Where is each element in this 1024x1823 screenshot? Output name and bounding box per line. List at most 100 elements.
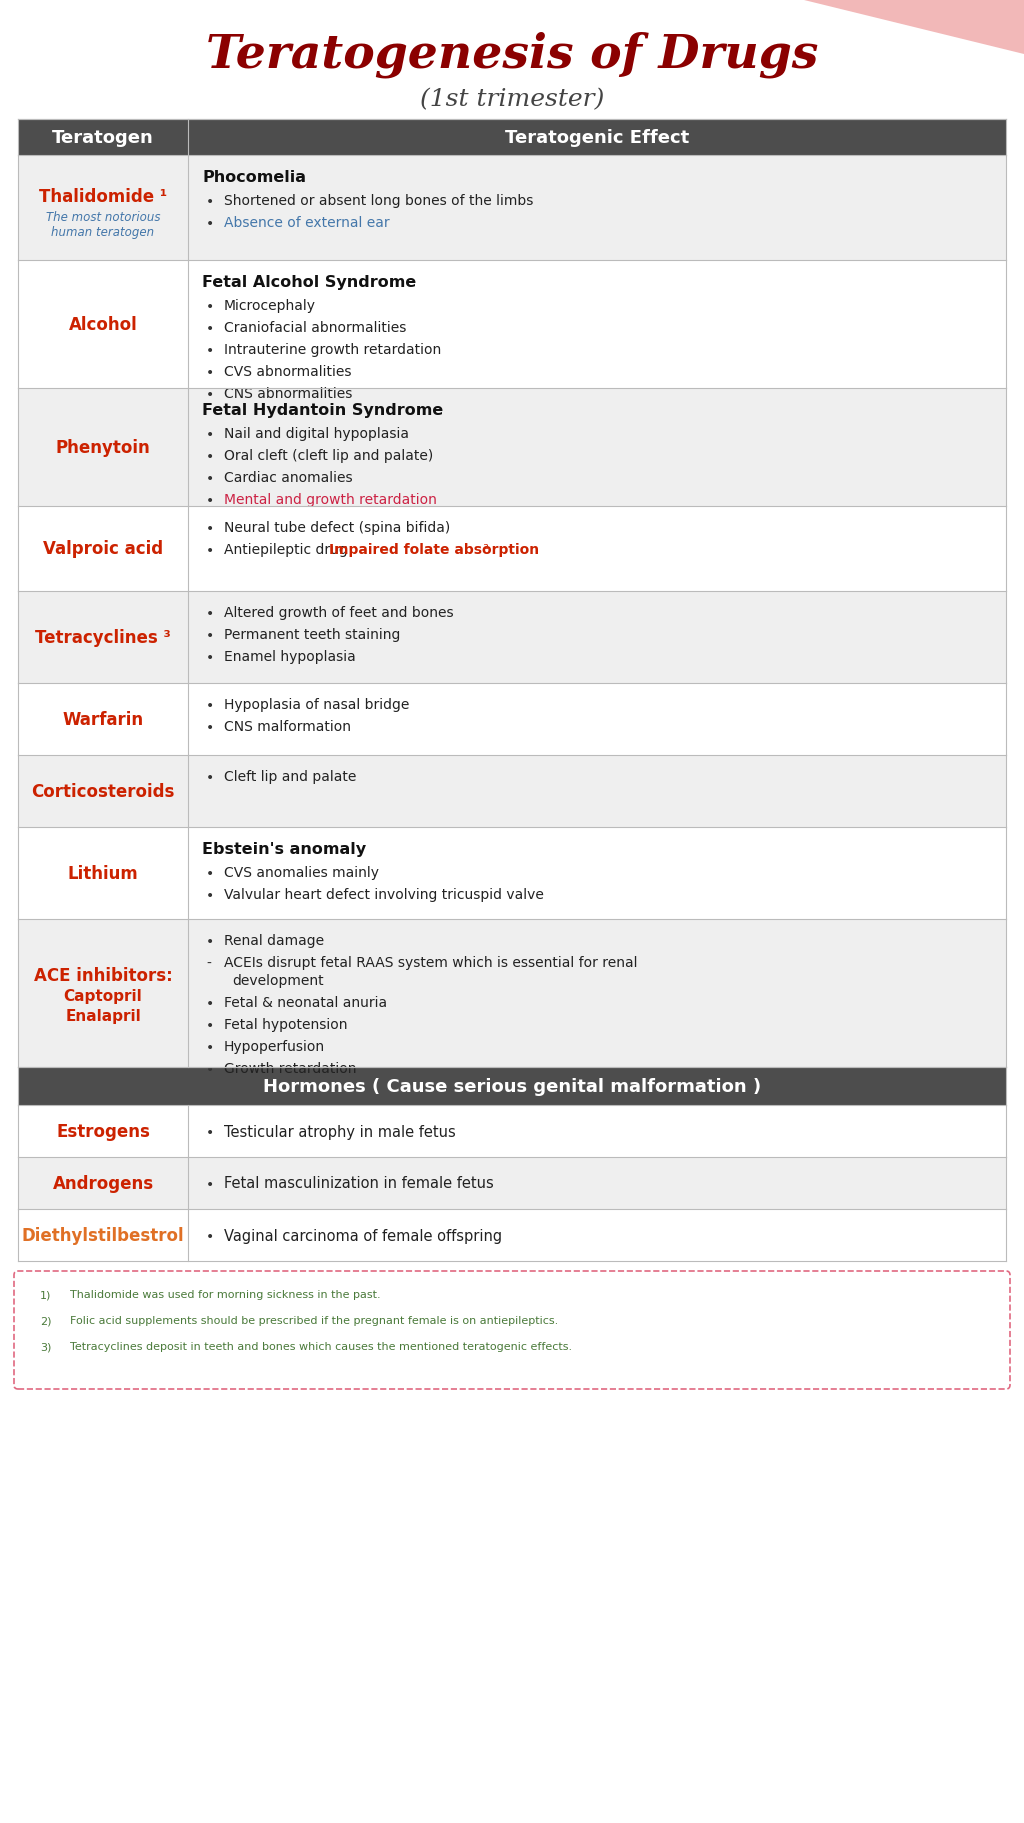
Text: Androgens: Androgens — [52, 1174, 154, 1192]
Text: •: • — [206, 1125, 214, 1139]
Text: Ebstein's anomaly: Ebstein's anomaly — [202, 842, 367, 857]
Text: Impaired folate absorption: Impaired folate absorption — [329, 543, 539, 556]
Text: •: • — [206, 428, 214, 441]
Text: •: • — [206, 195, 214, 210]
Text: (1st trimester): (1st trimester) — [420, 89, 604, 111]
Text: The most notorious
human teratogen: The most notorious human teratogen — [46, 210, 160, 239]
FancyBboxPatch shape — [18, 828, 1006, 919]
FancyBboxPatch shape — [18, 684, 1006, 755]
Text: •: • — [206, 1041, 214, 1054]
FancyBboxPatch shape — [18, 120, 1006, 157]
Text: Fetal & neonatal anuria: Fetal & neonatal anuria — [224, 995, 387, 1010]
Text: •: • — [206, 494, 214, 509]
Text: •: • — [206, 997, 214, 1010]
Text: Teratogenic Effect: Teratogenic Effect — [505, 129, 689, 148]
FancyBboxPatch shape — [18, 507, 1006, 592]
Text: •: • — [206, 1178, 214, 1192]
FancyBboxPatch shape — [18, 1105, 1006, 1158]
Text: Valvular heart defect involving tricuspid valve: Valvular heart defect involving tricuspi… — [224, 888, 544, 902]
Text: Craniofacial abnormalities: Craniofacial abnormalities — [224, 321, 407, 335]
FancyBboxPatch shape — [18, 157, 1006, 261]
Text: •: • — [206, 651, 214, 665]
Text: Hormones ( Cause serious genital malformation ): Hormones ( Cause serious genital malform… — [263, 1077, 761, 1096]
Text: Mental and growth retardation: Mental and growth retardation — [224, 492, 437, 507]
Text: Intrauterine growth retardation: Intrauterine growth retardation — [224, 343, 441, 357]
Text: Shortened or absent long bones of the limbs: Shortened or absent long bones of the li… — [224, 193, 534, 208]
Text: •: • — [206, 521, 214, 536]
Text: Hypoperfusion: Hypoperfusion — [224, 1039, 326, 1054]
Text: Altered growth of feet and bones: Altered growth of feet and bones — [224, 605, 454, 620]
Text: ACE inhibitors:: ACE inhibitors: — [34, 966, 172, 984]
Text: Valproic acid: Valproic acid — [43, 540, 163, 558]
Text: Permanent teeth staining: Permanent teeth staining — [224, 627, 400, 642]
Text: 2): 2) — [40, 1314, 51, 1325]
Text: ACEIs disrupt fetal RAAS system which is essential for renal: ACEIs disrupt fetal RAAS system which is… — [224, 955, 638, 970]
Text: Corticosteroids: Corticosteroids — [32, 782, 175, 800]
Text: Renal damage: Renal damage — [224, 933, 325, 948]
Text: •: • — [206, 345, 214, 357]
Text: CVS anomalies mainly: CVS anomalies mainly — [224, 866, 379, 879]
FancyBboxPatch shape — [18, 388, 1006, 507]
FancyBboxPatch shape — [18, 1209, 1006, 1262]
FancyBboxPatch shape — [18, 261, 1006, 388]
FancyBboxPatch shape — [18, 919, 1006, 1068]
Text: •: • — [206, 299, 214, 314]
Text: CNS abnormalities: CNS abnormalities — [224, 386, 352, 401]
Text: Neural tube defect (spina bifida): Neural tube defect (spina bifida) — [224, 521, 451, 534]
Text: Folic acid supplements should be prescribed if the pregnant female is on antiepi: Folic acid supplements should be prescri… — [70, 1314, 558, 1325]
Text: •: • — [206, 888, 214, 902]
Polygon shape — [550, 0, 1024, 55]
Text: Fetal masculinization in female fetus: Fetal masculinization in female fetus — [224, 1176, 494, 1190]
Text: •: • — [206, 935, 214, 948]
Text: •: • — [206, 629, 214, 644]
Text: CNS malformation: CNS malformation — [224, 720, 351, 733]
Text: •: • — [206, 366, 214, 379]
Text: •: • — [206, 1229, 214, 1243]
Text: Antiepileptic drug: Antiepileptic drug — [224, 543, 352, 556]
Text: Vaginal carcinoma of female offspring: Vaginal carcinoma of female offspring — [224, 1229, 502, 1243]
FancyBboxPatch shape — [18, 1158, 1006, 1209]
Text: •: • — [206, 450, 214, 463]
Text: Cleft lip and palate: Cleft lip and palate — [224, 769, 356, 784]
Text: •: • — [206, 698, 214, 713]
Text: Absence of external ear: Absence of external ear — [224, 215, 389, 230]
Text: •: • — [206, 323, 214, 335]
FancyBboxPatch shape — [18, 1068, 1006, 1105]
Text: •: • — [206, 720, 214, 735]
Text: Fetal Hydantoin Syndrome: Fetal Hydantoin Syndrome — [202, 403, 443, 417]
Text: •: • — [206, 607, 214, 620]
Text: Testicular atrophy in male fetus: Testicular atrophy in male fetus — [224, 1125, 456, 1139]
Text: Warfarin: Warfarin — [62, 711, 143, 729]
Text: •: • — [206, 388, 214, 401]
Text: Fetal hypotension: Fetal hypotension — [224, 1017, 347, 1032]
Text: Microcephaly: Microcephaly — [224, 299, 316, 314]
Text: Hypoplasia of nasal bridge: Hypoplasia of nasal bridge — [224, 698, 410, 711]
Text: Phenytoin: Phenytoin — [55, 439, 151, 458]
Text: Nail and digital hypoplasia: Nail and digital hypoplasia — [224, 427, 409, 441]
Text: ²: ² — [479, 543, 489, 556]
Text: •: • — [206, 543, 214, 558]
Text: Diethylstilbestrol: Diethylstilbestrol — [22, 1227, 184, 1245]
Text: Enalapril: Enalapril — [66, 1008, 141, 1023]
Text: 3): 3) — [40, 1342, 51, 1351]
Text: CVS abnormalities: CVS abnormalities — [224, 365, 351, 379]
Text: •: • — [206, 1063, 214, 1076]
Text: •: • — [206, 866, 214, 881]
Text: Tetracyclines deposit in teeth and bones which causes the mentioned teratogenic : Tetracyclines deposit in teeth and bones… — [70, 1342, 572, 1351]
Text: Tetracyclines ³: Tetracyclines ³ — [35, 629, 171, 647]
Text: Estrogens: Estrogens — [56, 1123, 150, 1141]
FancyBboxPatch shape — [14, 1271, 1010, 1389]
Text: Lithium: Lithium — [68, 864, 138, 882]
Text: Phocomelia: Phocomelia — [202, 170, 306, 184]
Text: •: • — [206, 771, 214, 784]
Text: •: • — [206, 1019, 214, 1032]
Text: •: • — [206, 217, 214, 232]
Text: Alcohol: Alcohol — [69, 315, 137, 334]
Text: -: - — [206, 957, 211, 970]
Text: Teratogenesis of Drugs: Teratogenesis of Drugs — [206, 31, 818, 78]
Text: Cardiac anomalies: Cardiac anomalies — [224, 470, 352, 485]
Text: Enamel hypoplasia: Enamel hypoplasia — [224, 649, 355, 664]
Text: Fetal Alcohol Syndrome: Fetal Alcohol Syndrome — [202, 275, 416, 290]
Text: Thalidomide ¹: Thalidomide ¹ — [39, 188, 167, 206]
Text: development: development — [232, 973, 324, 988]
